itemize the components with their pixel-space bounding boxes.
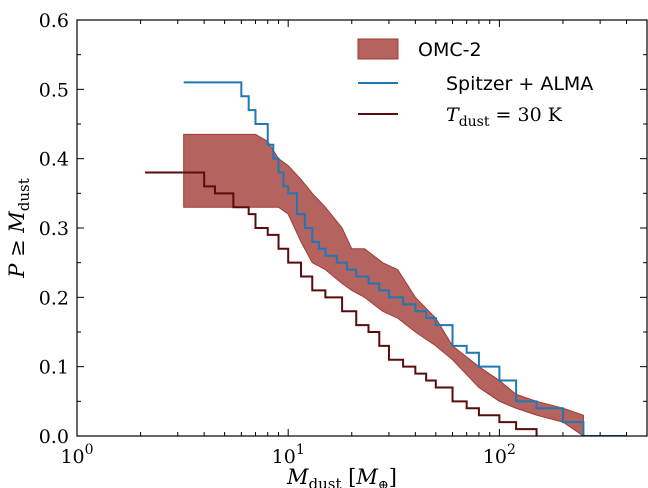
y-axis-label-sub: dust <box>15 178 33 211</box>
x-axis-label-main: M <box>286 465 309 488</box>
legend-label-omc2: OMC-2 <box>418 39 482 61</box>
omc2-band <box>183 133 584 436</box>
tdust-30k-line <box>145 171 538 436</box>
y-tick-label: 0.2 <box>39 287 69 309</box>
x-tick-label-exp: 1 <box>296 442 305 458</box>
y-tick-label: 0.4 <box>39 149 69 171</box>
x-tick-label-base: 10 <box>272 446 296 468</box>
x-axis-label-unit-sub: ⊕ <box>378 478 389 488</box>
y-tick-label: 0.1 <box>39 357 69 379</box>
y-axis-label-main: P ≥ M <box>5 211 29 279</box>
x-tick-label: 100 <box>60 442 93 468</box>
y-tick-label: 0.3 <box>39 218 69 240</box>
plot-area <box>145 81 627 436</box>
legend-label-tdust-sub: dust <box>459 114 490 130</box>
y-tick-label: 0.6 <box>39 10 69 32</box>
x-tick-label-exp: 0 <box>85 442 94 458</box>
y-axis-label: P ≥ Mdust <box>5 178 33 279</box>
x-axis-label-unit-open: [ <box>342 465 357 488</box>
x-axis-label-unit-close: ] <box>389 465 397 488</box>
legend-label-tdust: Tdust = 30 K <box>446 104 563 130</box>
x-tick-label: 101 <box>272 442 305 468</box>
legend-label-tdust-main: T <box>446 104 460 126</box>
y-tick-label: 0.5 <box>39 79 69 101</box>
legend-swatch-omc2 <box>357 38 399 60</box>
x-axis-label-unit-main: M <box>355 465 378 488</box>
legend-label-spitzer: Spitzer + ALMA <box>446 73 593 95</box>
legend-label-tdust-rest: = 30 K <box>489 104 562 126</box>
spitzer-alma-line <box>183 81 627 436</box>
x-axis-label: Mdust [M⊕] <box>286 465 397 488</box>
x-tick-label-base: 10 <box>60 446 84 468</box>
x-axis-label-sub: dust <box>309 475 342 488</box>
x-tick-label-base: 10 <box>483 446 507 468</box>
legend: OMC-2 Spitzer + ALMA Tdust = 30 K <box>357 38 593 130</box>
x-tick-label: 102 <box>483 442 516 468</box>
x-tick-label-exp: 2 <box>507 442 516 458</box>
y-tick-label: 0.0 <box>39 426 69 448</box>
